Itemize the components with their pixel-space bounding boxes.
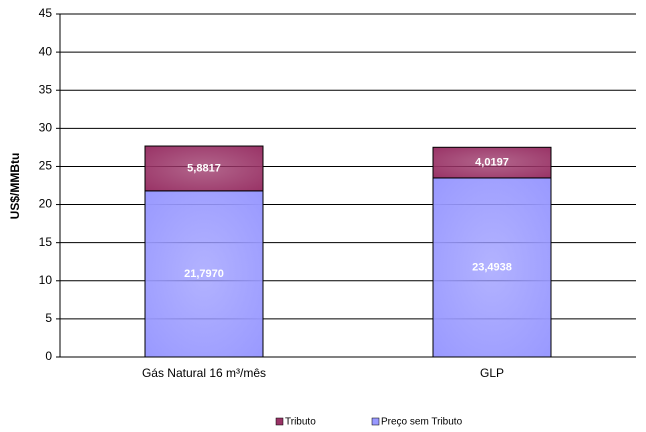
y-axis-label: US$/MMBtu — [8, 153, 22, 220]
y-tick-label: 10 — [39, 273, 53, 287]
y-tick-label: 40 — [39, 44, 53, 58]
value-label: 5,8817 — [187, 162, 221, 174]
value-label: 23,4938 — [472, 261, 512, 273]
y-tick-label: 25 — [39, 159, 53, 173]
legend-swatch — [275, 417, 284, 426]
bar-segment — [144, 190, 264, 358]
value-label: 21,7970 — [184, 268, 224, 280]
bar-segment — [432, 146, 552, 179]
legend-swatch — [371, 417, 380, 426]
y-tick-label: 30 — [39, 121, 53, 135]
y-tick-label: 35 — [39, 82, 53, 96]
bar-segment — [432, 177, 552, 358]
x-tick-label: Gás Natural 16 m³/mês — [142, 366, 266, 380]
legend-label: Tributo — [285, 417, 316, 428]
y-tick-label: 15 — [39, 235, 53, 249]
legend-label: Preço sem Tributo — [381, 417, 463, 428]
y-tick-label: 45 — [39, 6, 53, 20]
bar-segment — [144, 145, 264, 192]
y-tick-label: 5 — [45, 311, 52, 325]
value-label: 4,0197 — [475, 157, 509, 169]
y-tick-label: 20 — [39, 197, 53, 211]
x-tick-label: GLP — [480, 366, 504, 380]
y-tick-label: 0 — [45, 349, 52, 363]
